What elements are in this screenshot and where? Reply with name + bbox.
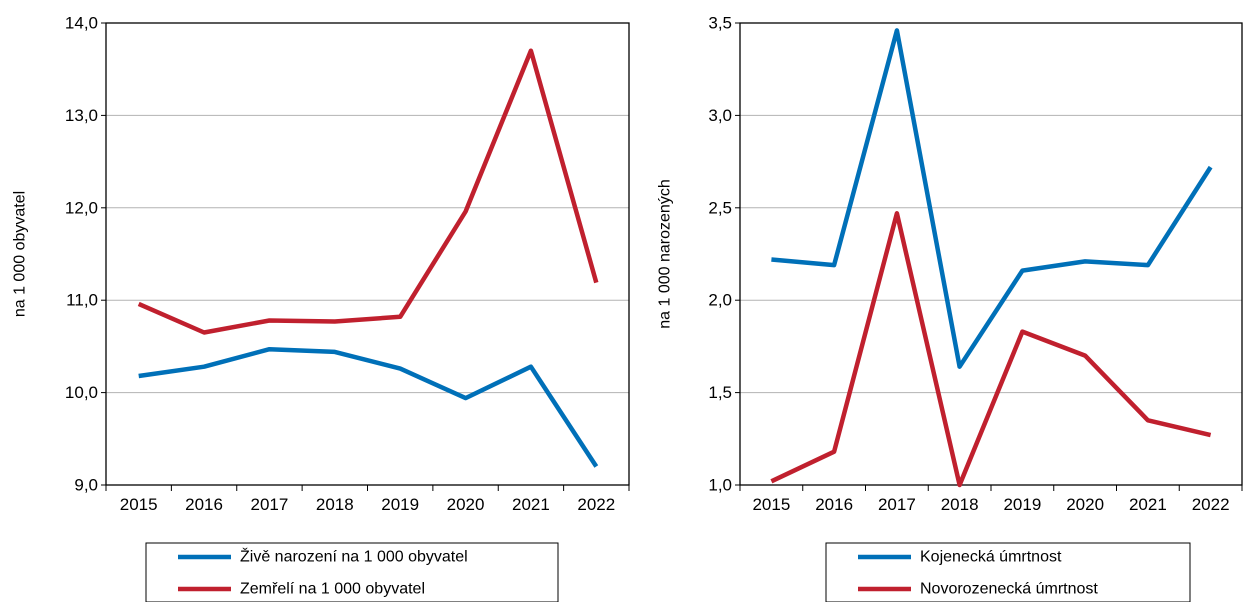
series-line-2 — [137, 48, 599, 335]
legend-box — [825, 542, 1191, 602]
legend-label: Zemřelí na 1 000 obyvatel — [240, 581, 425, 598]
x-tick-label: 2018 — [941, 495, 979, 514]
y-tick-label: 3,0 — [708, 106, 732, 125]
y-tick-label: 12,0 — [65, 198, 98, 217]
x-tick-label: 2021 — [512, 495, 550, 514]
y-tick-label: 13,0 — [65, 106, 98, 125]
plot-area-frame — [105, 22, 630, 486]
gridlines — [740, 114, 1242, 394]
legend-label: Kojenecká úmrtnost — [920, 549, 1062, 566]
x-tick-label: 2020 — [447, 495, 485, 514]
x-tick-label: 2017 — [878, 495, 916, 514]
x-tick-label: 2017 — [251, 495, 289, 514]
y-tick-label: 3,5 — [708, 14, 732, 33]
legend: Živě narození na 1 000 obyvatel Zemřelí n… — [145, 542, 559, 602]
series-line-1 — [138, 346, 599, 468]
y-tick-label: 1,5 — [708, 383, 732, 402]
x-tick-label: 2022 — [577, 495, 615, 514]
chart-births-deaths: 9,0 10,0 11,0 12,0 13,0 14,0 2015 2016 2017 2018… — [12, 14, 630, 602]
legend: Kojenecká úmrtnost Novorozenecká úmrtnost — [825, 542, 1191, 602]
x-tick-label: 2019 — [381, 495, 419, 514]
y-axis-ticks: 9,0 10,0 11,0 12,0 13,0 14,0 — [65, 14, 106, 495]
y-axis-label: na 1 000 narozených — [657, 179, 674, 328]
series-line-2 — [770, 211, 1212, 488]
legend-box — [145, 542, 559, 602]
x-tick-label: 2018 — [316, 495, 354, 514]
gridlines — [106, 114, 629, 394]
plot-area-frame — [739, 22, 1243, 486]
series-lines — [137, 48, 599, 468]
legend-label: Živě narození na 1 000 obyvatel — [240, 547, 468, 566]
x-axis-ticks: 2015 2016 2017 2018 2019 2020 2021 2022 — [105, 485, 630, 514]
y-tick-label: 9,0 — [74, 476, 98, 495]
y-tick-label: 10,0 — [65, 383, 98, 402]
x-tick-label: 2020 — [1066, 495, 1104, 514]
series-lines — [770, 28, 1213, 488]
y-tick-label: 11,0 — [66, 291, 98, 310]
legend-label: Novorozenecká úmrtnost — [920, 581, 1098, 598]
series-line-1 — [771, 28, 1213, 369]
x-tick-label: 2022 — [1192, 495, 1230, 514]
y-tick-label: 2,0 — [708, 291, 732, 310]
y-tick-label: 1,0 — [708, 476, 732, 495]
x-tick-label: 2016 — [815, 495, 853, 514]
y-axis-label: na 1 000 obyvatel — [12, 191, 29, 317]
x-tick-label: 2019 — [1003, 495, 1041, 514]
x-tick-label: 2021 — [1129, 495, 1167, 514]
x-tick-label: 2015 — [120, 495, 158, 514]
y-tick-label: 2,5 — [708, 198, 732, 217]
x-tick-label: 2016 — [185, 495, 223, 514]
x-tick-label: 2015 — [752, 495, 790, 514]
y-axis-ticks: 1,0 1,5 2,0 2,5 3,0 3,5 — [708, 14, 740, 495]
y-tick-label: 14,0 — [65, 14, 98, 33]
x-axis-ticks: 2015 2016 2017 2018 2019 2020 2021 2022 — [739, 485, 1243, 514]
chart-infant-mortality: 1,01,52,02,53,03,5 2015 2016 2017 2018 2019 2… — [657, 14, 1243, 602]
